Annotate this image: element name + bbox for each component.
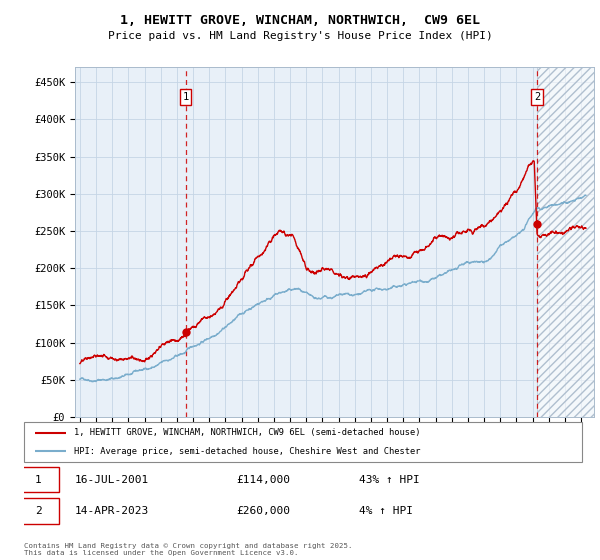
FancyBboxPatch shape bbox=[24, 422, 582, 462]
Text: 1: 1 bbox=[182, 92, 189, 102]
FancyBboxPatch shape bbox=[19, 466, 59, 492]
Text: 1, HEWITT GROVE, WINCHAM, NORTHWICH,  CW9 6EL: 1, HEWITT GROVE, WINCHAM, NORTHWICH, CW9… bbox=[120, 14, 480, 27]
Text: HPI: Average price, semi-detached house, Cheshire West and Chester: HPI: Average price, semi-detached house,… bbox=[74, 447, 421, 456]
Bar bbox=[537, 67, 594, 417]
Text: £114,000: £114,000 bbox=[236, 475, 290, 484]
Text: 2: 2 bbox=[534, 92, 540, 102]
FancyBboxPatch shape bbox=[19, 498, 59, 524]
Text: 43% ↑ HPI: 43% ↑ HPI bbox=[359, 475, 419, 484]
Text: 2: 2 bbox=[35, 506, 42, 516]
Text: 1, HEWITT GROVE, WINCHAM, NORTHWICH, CW9 6EL (semi-detached house): 1, HEWITT GROVE, WINCHAM, NORTHWICH, CW9… bbox=[74, 428, 421, 437]
Text: 1: 1 bbox=[35, 475, 42, 484]
Text: Contains HM Land Registry data © Crown copyright and database right 2025.
This d: Contains HM Land Registry data © Crown c… bbox=[24, 543, 353, 556]
Text: 16-JUL-2001: 16-JUL-2001 bbox=[74, 475, 148, 484]
Text: 4% ↑ HPI: 4% ↑ HPI bbox=[359, 506, 413, 516]
Text: 14-APR-2023: 14-APR-2023 bbox=[74, 506, 148, 516]
Text: £260,000: £260,000 bbox=[236, 506, 290, 516]
Text: Price paid vs. HM Land Registry's House Price Index (HPI): Price paid vs. HM Land Registry's House … bbox=[107, 31, 493, 41]
Bar bbox=[537, 67, 594, 417]
